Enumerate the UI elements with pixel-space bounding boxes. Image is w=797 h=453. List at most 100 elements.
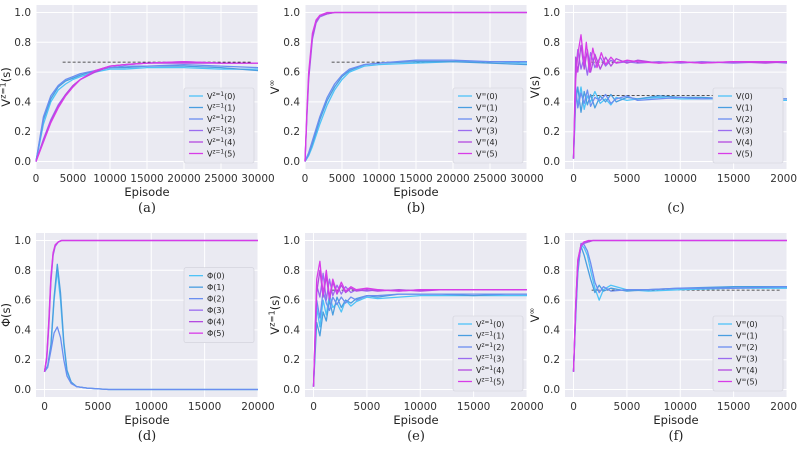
y-tick-label: 0.4 xyxy=(543,324,560,336)
y-axis-label: V∞​ xyxy=(527,308,542,323)
legend-entry: V(2) xyxy=(736,115,753,124)
legend-entry: Vz=1​(2) xyxy=(207,115,235,124)
y-tick-label: 0.4 xyxy=(283,96,300,108)
y-tick-label: 0.6 xyxy=(543,67,560,79)
legend-entry: V∞​(0) xyxy=(736,320,758,329)
y-tick-label: 0.0 xyxy=(14,384,31,396)
x-tick-label: 0 xyxy=(302,173,309,185)
x-tick-label: 30000 xyxy=(241,173,274,185)
legend-box xyxy=(712,87,784,164)
panel-label: (f) xyxy=(669,429,684,444)
legend-entry: Vz=1​(0) xyxy=(476,320,504,329)
series-line-2 xyxy=(572,86,787,159)
x-tick-label: 5000 xyxy=(614,173,641,185)
y-tick-label: 1.0 xyxy=(543,235,560,247)
x-tick-label: 10000 xyxy=(362,173,395,185)
y-tick-label: 0.2 xyxy=(14,126,31,138)
legend-entry: Vz=1​(1) xyxy=(207,103,235,112)
x-tick-label: 20000 xyxy=(167,173,200,185)
y-tick-label: 0.8 xyxy=(543,265,560,277)
panel-label: (b) xyxy=(407,201,425,216)
panel-label: (e) xyxy=(407,429,425,444)
y-tick-label: 0.2 xyxy=(283,126,300,138)
panel-c: 0.0 0.2 0.4 0.6 0.8 1.0 0 5000 10000 15000 20000 V(… xyxy=(528,5,797,216)
y-tick-label: 0.4 xyxy=(283,324,300,336)
y-tick-label: 0.8 xyxy=(543,37,560,49)
y-tick-label: 0.2 xyxy=(14,354,31,366)
panel-f: 0.0 0.2 0.4 0.6 0.8 1.0 0 5000 10000 15000 20000 V∞… xyxy=(527,233,797,444)
legend-entry: V∞​(2) xyxy=(476,115,498,124)
x-tick-label: 5000 xyxy=(329,173,356,185)
legend-entry: V∞​(3) xyxy=(476,126,498,135)
legend-entry: V∞​(1) xyxy=(476,103,498,112)
legend-box xyxy=(452,87,524,164)
x-tick-label: 10000 xyxy=(664,173,697,185)
x-tick-label: 20000 xyxy=(770,173,797,185)
x-tick-label: 20000 xyxy=(770,401,797,413)
y-tick-label: 0.6 xyxy=(543,295,560,307)
legend-box xyxy=(183,267,255,343)
x-tick-label: 5000 xyxy=(85,401,112,413)
y-tick-label: 0.0 xyxy=(543,384,560,396)
legend-entry: Vz=1​(3) xyxy=(476,354,504,363)
x-tick-label: 20000 xyxy=(436,173,469,185)
y-tick-label: 0.6 xyxy=(14,67,31,79)
x-axis-label: Episode xyxy=(653,413,698,427)
x-tick-label: 15000 xyxy=(399,173,432,185)
y-tick-label: 0.8 xyxy=(283,37,300,49)
x-tick-label: 20000 xyxy=(510,401,543,413)
legend-entry: Vz=1​(5) xyxy=(207,149,235,158)
legend-entry: V∞​(0) xyxy=(476,92,498,101)
legend-entry: V(0) xyxy=(736,92,753,101)
legend-box xyxy=(712,315,784,392)
y-tick-label: 1.0 xyxy=(14,235,31,247)
y-tick-label: 0.8 xyxy=(14,265,31,277)
legend-entry: Φ(0) xyxy=(207,272,225,281)
panel-label: (d) xyxy=(138,429,156,444)
legend-entry: V∞​(4) xyxy=(476,138,498,147)
y-tick-label: 0.0 xyxy=(14,156,31,168)
y-axis-label: Vz=1​(s) xyxy=(0,67,13,106)
legend-box xyxy=(183,87,255,164)
legend-box xyxy=(452,315,524,392)
x-tick-label: 0 xyxy=(310,401,317,413)
legend-entry: Φ(5) xyxy=(207,329,225,338)
panel-b: 0.0 0.2 0.4 0.6 0.8 1.0 0 5000 10000 15000 20000 25… xyxy=(267,5,544,216)
y-tick-label: 0.6 xyxy=(283,295,300,307)
y-axis-label: V(s) xyxy=(528,76,542,99)
x-tick-label: 10000 xyxy=(135,401,168,413)
x-tick-label: 10000 xyxy=(404,401,437,413)
legend-entry: Φ(4) xyxy=(207,318,225,327)
y-tick-label: 0.0 xyxy=(283,156,300,168)
legend-entry: V∞​(3) xyxy=(736,354,758,363)
series-line-0 xyxy=(312,293,527,387)
y-tick-label: 0.4 xyxy=(14,96,31,108)
y-axis-label: Vz=1​(s) xyxy=(267,295,282,334)
series-line-5 xyxy=(43,239,258,372)
legend-entry: V(1) xyxy=(736,104,753,113)
series-line-5 xyxy=(304,11,527,162)
y-tick-label: 0.2 xyxy=(543,354,560,366)
series-line-1 xyxy=(35,65,259,162)
legend-entry: Φ(2) xyxy=(207,295,225,304)
y-tick-label: 0.8 xyxy=(14,37,31,49)
y-axis-label: Φ(s) xyxy=(0,303,13,327)
x-tick-label: 15000 xyxy=(457,401,490,413)
y-tick-label: 0.6 xyxy=(283,67,300,79)
x-tick-label: 25000 xyxy=(473,173,506,185)
legend-entry: V(5) xyxy=(736,150,753,159)
legend-entry: Φ(1) xyxy=(207,283,225,292)
x-tick-label: 10000 xyxy=(664,401,697,413)
legend-entry: Φ(3) xyxy=(207,306,225,315)
panel-a: 0.0 0.2 0.4 0.6 0.8 1.0 0 5000 10000 15000 20000 25… xyxy=(0,5,275,216)
series-line-2 xyxy=(304,59,527,162)
y-tick-label: 1.0 xyxy=(543,7,560,19)
panel-label: (a) xyxy=(138,201,156,216)
legend-entry: V∞​(2) xyxy=(736,343,758,352)
x-tick-label: 15000 xyxy=(717,401,750,413)
legend-entry: V∞​(4) xyxy=(736,366,758,375)
legend-entry: V∞​(5) xyxy=(476,149,498,158)
y-tick-label: 0.6 xyxy=(14,295,31,307)
x-axis-label: Episode xyxy=(124,185,169,199)
y-tick-label: 1.0 xyxy=(283,235,300,247)
